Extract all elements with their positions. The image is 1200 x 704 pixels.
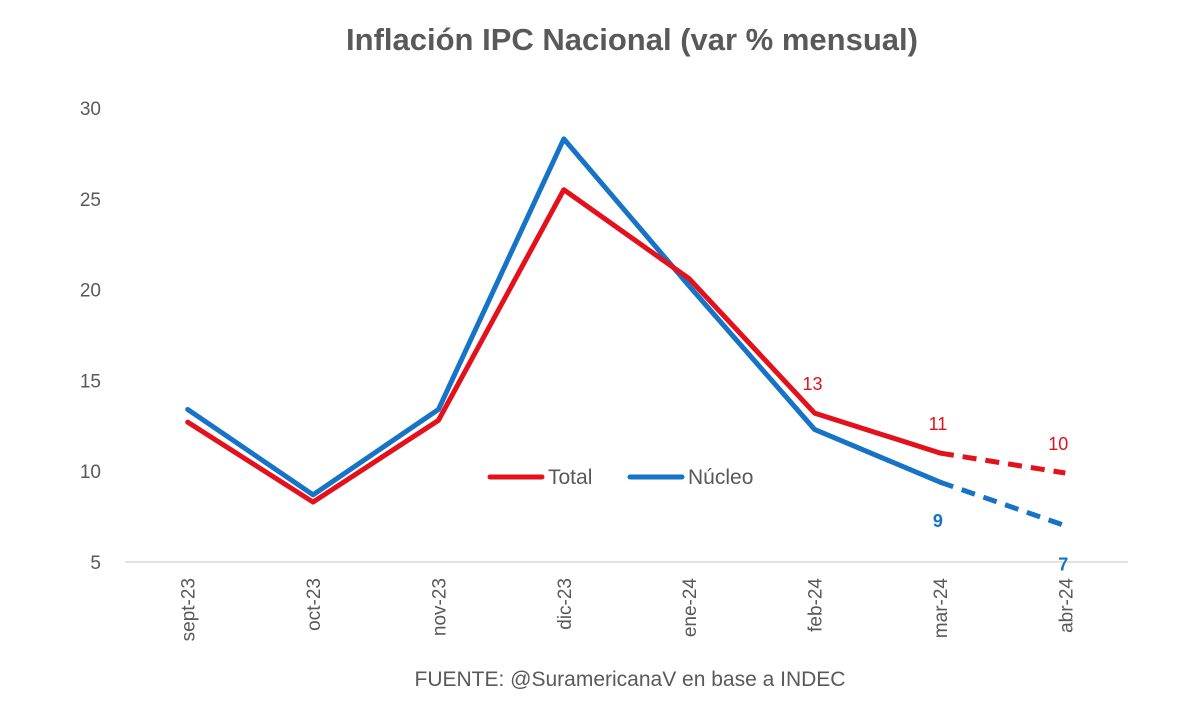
series-line-total — [185, 187, 943, 505]
data-label-nucleo: 7 — [1058, 555, 1068, 575]
x-tick-label: feb-24 — [806, 578, 827, 632]
data-label-total: 10 — [1048, 434, 1068, 454]
y-tick-label: 30 — [80, 99, 101, 120]
y-tick-label: 25 — [80, 190, 101, 211]
data-labels: 13 11 10 9 7 — [803, 374, 1069, 575]
y-axis-ticks: 5 10 15 20 25 30 — [80, 99, 101, 574]
data-label-total: 11 — [929, 414, 948, 434]
x-tick-label: nov-23 — [429, 578, 450, 636]
y-tick-label: 5 — [90, 553, 101, 574]
y-tick-label: 15 — [80, 371, 101, 392]
x-tick-label: sept-23 — [179, 578, 200, 641]
series-line-nucleo — [185, 136, 943, 498]
y-tick-label: 20 — [80, 281, 101, 302]
legend-label-total: Total — [548, 466, 592, 489]
x-tick-label: abr-24 — [1056, 578, 1077, 633]
x-tick-label: dic-23 — [555, 578, 576, 630]
series-projection-total — [939, 450, 1066, 476]
chart-title: Inflación IPC Nacional (var % mensual) — [346, 22, 918, 57]
source-note: FUENTE: @SuramericanaV en base a INDEC — [415, 668, 846, 691]
y-tick-label: 10 — [80, 462, 101, 483]
data-label-total: 13 — [803, 374, 823, 394]
data-label-nucleo: 9 — [933, 511, 943, 531]
series-layer — [185, 136, 1067, 529]
legend: Total Núcleo — [487, 466, 753, 489]
x-axis-ticks: sept-23 oct-23 nov-23 dic-23 ene-24 feb-24 mar… — [179, 578, 1078, 642]
x-tick-label: oct-23 — [304, 578, 325, 631]
legend-label-nucleo: Núcleo — [688, 466, 753, 489]
x-tick-label: ene-24 — [680, 578, 701, 638]
series-projection-nucleo — [939, 479, 1067, 529]
x-tick-label: mar-24 — [931, 578, 952, 639]
